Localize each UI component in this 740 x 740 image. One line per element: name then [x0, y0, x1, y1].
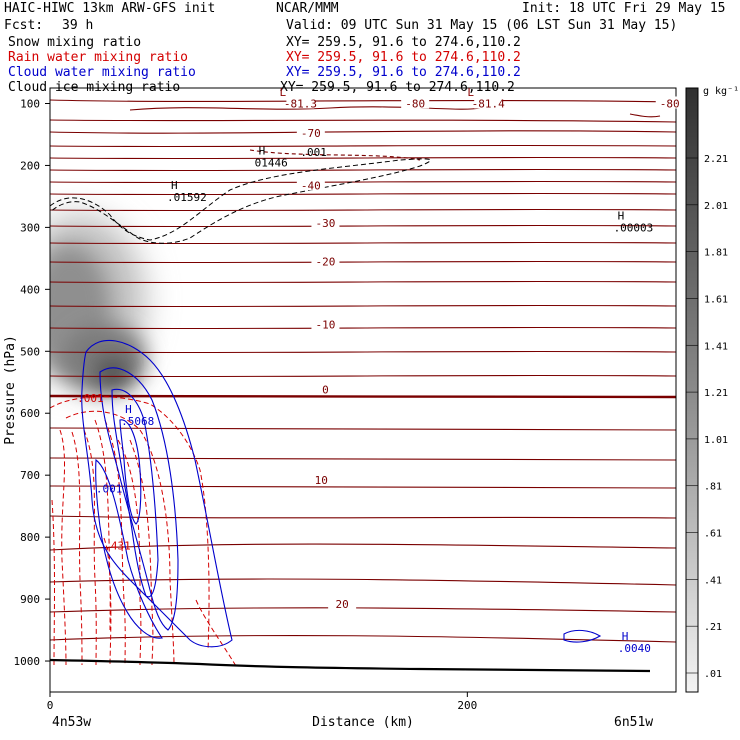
colorbar-label: .01 — [704, 669, 722, 680]
plot-frame — [49, 87, 677, 693]
rain-contours — [50, 396, 237, 667]
colorbar-label: 1.41 — [704, 341, 728, 352]
colorbar-label: .61 — [704, 529, 722, 540]
temperature-label: -80 — [405, 97, 425, 110]
temperature-label: -40 — [301, 179, 321, 192]
colorbar-label: 1.21 — [704, 388, 728, 399]
temperature-label: -81.3 — [284, 97, 317, 110]
field-name-rain: Rain water mixing ratio — [8, 50, 189, 65]
contour-value-label: .431 — [104, 540, 130, 553]
y-tick-label: 1000 — [14, 655, 41, 668]
temperature-label: -30 — [316, 217, 336, 230]
extremum-mark: L — [280, 86, 287, 99]
temperature-label-bg — [311, 317, 340, 330]
temperature-label-bg — [474, 96, 503, 109]
colorbar-label: .21 — [704, 622, 722, 633]
x-axis-title: Distance (km) — [312, 715, 414, 730]
field-name-cloud-water: Cloud water mixing ratio — [8, 65, 196, 80]
extremum-mark: H — [171, 179, 178, 192]
temperature-label-bg — [296, 178, 325, 191]
colorbar-unit: g kg⁻¹ — [703, 86, 739, 97]
model-title: HAIC-HIWC 13km ARW-GFS init — [4, 1, 216, 16]
temperature-label: -81.4 — [472, 97, 505, 110]
y-tick-label: 900 — [20, 593, 40, 606]
temperature-label-bg — [655, 96, 684, 109]
temperature-label: 10 — [315, 474, 328, 487]
temperature-label-bg — [311, 382, 340, 395]
colorbar-label: 2.21 — [704, 154, 728, 165]
cloud-ice-contour — [50, 158, 431, 244]
field-xy-rain: XY= 259.5, 91.6 to 274.6,110.2 — [286, 50, 521, 65]
x-axis: 0 200 — [47, 692, 477, 712]
colorbar-label: 1.01 — [704, 435, 728, 446]
y-tick-label: 500 — [20, 345, 40, 358]
y-axis-title: Pressure (hPa) — [3, 335, 18, 445]
extremum-value: .01592 — [167, 191, 207, 204]
temperature-label: -20 — [316, 255, 336, 268]
temperature-label-bg — [328, 597, 357, 610]
y-tick-label: 700 — [20, 469, 40, 482]
contour-value-label: .001 — [77, 392, 104, 405]
temperature-label-bg — [401, 96, 430, 109]
temperature-label-bg — [311, 254, 340, 267]
extremum-value: 01446 — [255, 156, 288, 169]
cloud-water-contours — [81, 339, 602, 648]
snow-shading — [50, 215, 147, 396]
field-xy-cloud-water: XY= 259.5, 91.6 to 274.6,110.2 — [286, 65, 521, 80]
field-name-snow: Snow mixing ratio — [8, 35, 142, 50]
extremum-mark: L — [467, 86, 474, 99]
x-right-endpoint: 6n51w — [614, 715, 653, 730]
temperature-label-bg — [311, 216, 340, 229]
extremum-mark: H — [618, 209, 625, 222]
colorbar-scale — [685, 87, 699, 693]
colorbar-label: 2.01 — [704, 201, 728, 212]
temperature-label: -80 — [660, 97, 680, 110]
colorbar-label: 1.61 — [704, 294, 728, 305]
contour-value-label: .001 — [96, 483, 123, 496]
org-label: NCAR/MMM — [276, 1, 339, 16]
temperature-label-bg — [307, 473, 336, 486]
y-tick-label: 400 — [20, 283, 40, 296]
field-xy-snow: XY= 259.5, 91.6 to 274.6,110.2 — [286, 35, 521, 50]
fcst-label: Fcst: — [4, 18, 44, 33]
colorbar: g kg⁻¹ 2.21 2.01 1.81 1.61 1.41 1.21 1.01 .81 .6… — [685, 86, 739, 693]
y-tick-label: 800 — [20, 531, 40, 544]
temperature-label: -70 — [301, 127, 321, 140]
temperature-label-bg — [286, 96, 315, 109]
contour-value-label: .001 — [300, 146, 327, 159]
colorbar-label: 1.81 — [704, 248, 728, 259]
extremum-mark: H — [125, 403, 132, 416]
extremum-value: .0040 — [618, 642, 651, 655]
extremum-value: .00003 — [614, 221, 654, 234]
temperature-label-bg — [296, 126, 325, 139]
extremum-value: .5068 — [121, 415, 154, 428]
extremum-mark: H — [259, 144, 266, 157]
init-time: Init: 18 UTC Fri 29 May 15 — [522, 1, 726, 16]
x-tick-label: 200 — [457, 699, 477, 712]
y-axis: 100 200 300 400 500 600 700 800 900 1000 — [14, 97, 50, 668]
temperature-label: -10 — [316, 319, 336, 332]
y-tick-label: 600 — [20, 407, 40, 420]
x-tick-label: 0 — [47, 699, 54, 712]
temperature-label: 20 — [336, 598, 349, 611]
fcst-value: 39 h — [62, 18, 94, 33]
x-left-endpoint: 4n53w — [52, 715, 91, 730]
y-tick-label: 100 — [20, 97, 40, 110]
colorbar-label: .81 — [704, 482, 722, 493]
y-tick-label: 300 — [20, 221, 40, 234]
terrain-line — [50, 658, 651, 673]
y-tick-label: 200 — [20, 159, 40, 172]
extremum-mark: H — [622, 630, 629, 643]
valid-time: Valid: 09 UTC Sun 31 May 15 (06 LST Sun … — [286, 18, 678, 33]
temperature-label: 0 — [322, 384, 329, 397]
colorbar-label: .41 — [704, 575, 722, 586]
